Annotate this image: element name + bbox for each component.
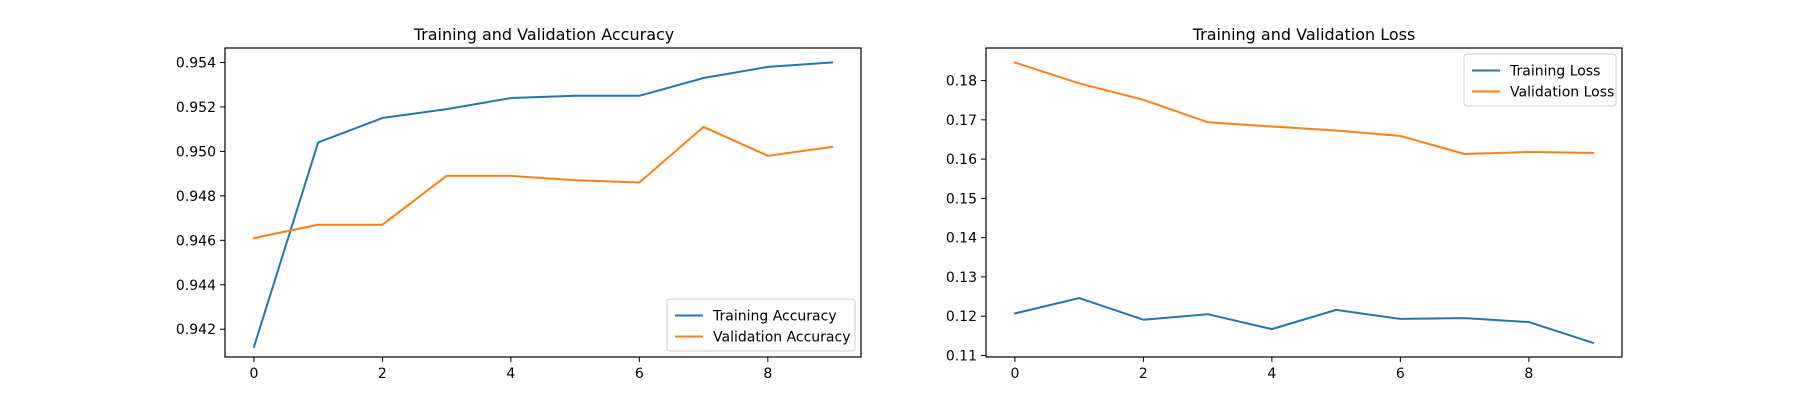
axes-frame — [985, 47, 1623, 358]
series-line-1 — [1013, 61, 1595, 156]
y-tick-label: 0.12 — [946, 309, 977, 325]
y-tick-label: 0.942 — [176, 322, 216, 338]
x-tick-label: 0 — [1010, 366, 1019, 382]
y-tick-label: 0.14 — [946, 231, 977, 247]
legend: Training Loss Validation Loss — [1463, 53, 1617, 107]
x-tick-label: 4 — [1267, 366, 1276, 382]
y-tick-label: 0.13 — [946, 270, 977, 286]
legend-label-1: Validation Accuracy — [713, 330, 851, 346]
x-tick-label: 0 — [249, 366, 258, 382]
y-tick-label: 0.16 — [946, 152, 977, 168]
y-tick-label: 0.950 — [176, 144, 216, 160]
y-tick-label: 0.17 — [946, 113, 977, 129]
legend-label-1: Validation Loss — [1510, 85, 1614, 101]
series-line-0 — [1013, 297, 1595, 345]
series-line-0 — [252, 61, 834, 349]
chart-title: Training and Validation Loss — [1192, 25, 1416, 44]
y-tick-label: 0.11 — [946, 348, 977, 364]
axes-frame — [224, 47, 862, 358]
y-tick-label: 0.944 — [176, 278, 216, 294]
y-tick-label: 0.952 — [176, 100, 216, 116]
x-tick-label: 4 — [506, 366, 515, 382]
y-tick-label: 0.954 — [176, 55, 216, 71]
x-tick-label: 8 — [1524, 366, 1533, 382]
legend-box — [1463, 53, 1617, 107]
chart-title: Training and Validation Accuracy — [413, 25, 675, 44]
x-tick-label: 8 — [763, 366, 772, 382]
legend-label-0: Training Loss — [1509, 64, 1600, 80]
x-tick-label: 6 — [1396, 366, 1405, 382]
legend-label-0: Training Accuracy — [712, 309, 837, 325]
y-tick-label: 0.18 — [946, 74, 977, 90]
loss-chart: Training and Validation Loss 0 2 4 6 8 0.11 0.… — [946, 25, 1623, 382]
x-tick-label: 6 — [635, 366, 644, 382]
legend: Training Accuracy Validation Accuracy — [666, 298, 856, 352]
x-tick-label: 2 — [1139, 366, 1148, 382]
legend-box — [666, 298, 856, 352]
accuracy-chart: Training and Validation Accuracy 0 2 4 6 8 0.… — [176, 25, 862, 382]
y-tick-label: 0.946 — [176, 233, 216, 249]
series-line-1 — [252, 125, 834, 240]
x-tick-label: 2 — [378, 366, 387, 382]
y-tick-label: 0.15 — [946, 191, 977, 207]
y-tick-label: 0.948 — [176, 189, 216, 205]
